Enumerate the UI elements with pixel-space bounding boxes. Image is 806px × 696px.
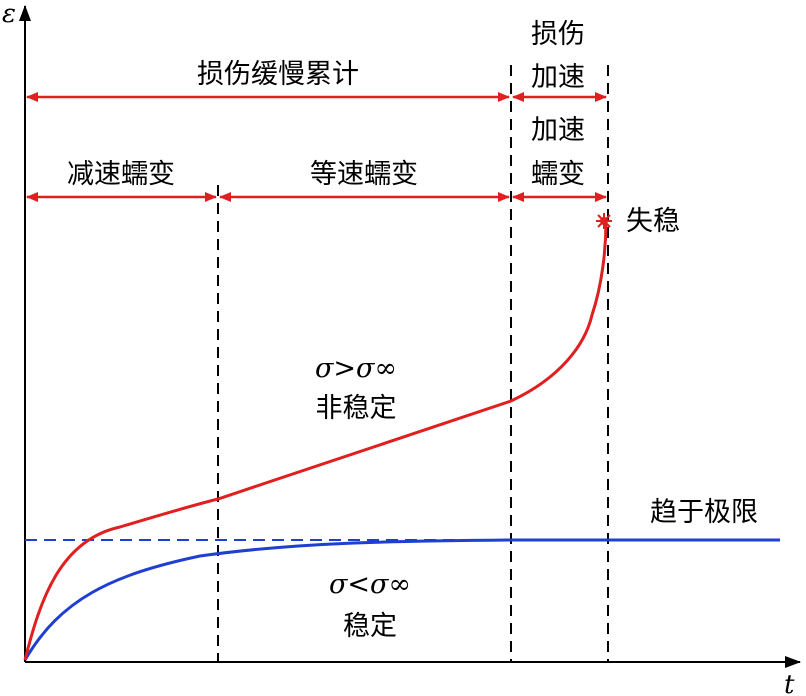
label-stable-condition: σ<σ∞ (329, 569, 411, 600)
label-decelerating-creep: 减速蠕变 (67, 159, 175, 190)
label-damage-accelerating-line1: 损伤 (531, 19, 585, 50)
stable-creep-curve (23, 538, 780, 661)
unstable-creep-curve (23, 220, 608, 661)
label-unstable: 非稳定 (316, 393, 397, 424)
instability-burst-icon (596, 213, 612, 229)
label-accelerating-creep-line1: 加速 (531, 115, 585, 146)
label-unstable-condition: σ>σ∞ (315, 353, 397, 384)
label-accelerating-creep-line2: 蠕变 (531, 159, 585, 190)
label-stable: 稳定 (343, 611, 397, 642)
label-instability: 失稳 (626, 206, 680, 237)
label-constant-creep: 等速蠕变 (310, 159, 418, 190)
label-damage-accelerating-line2: 加速 (531, 62, 585, 93)
label-tends-to-limit: 趋于极限 (650, 497, 758, 528)
y-axis-label: ε (2, 0, 16, 29)
x-axis-label: t (784, 670, 795, 696)
label-damage-slow-accumulation: 损伤缓慢累计 (197, 59, 359, 90)
